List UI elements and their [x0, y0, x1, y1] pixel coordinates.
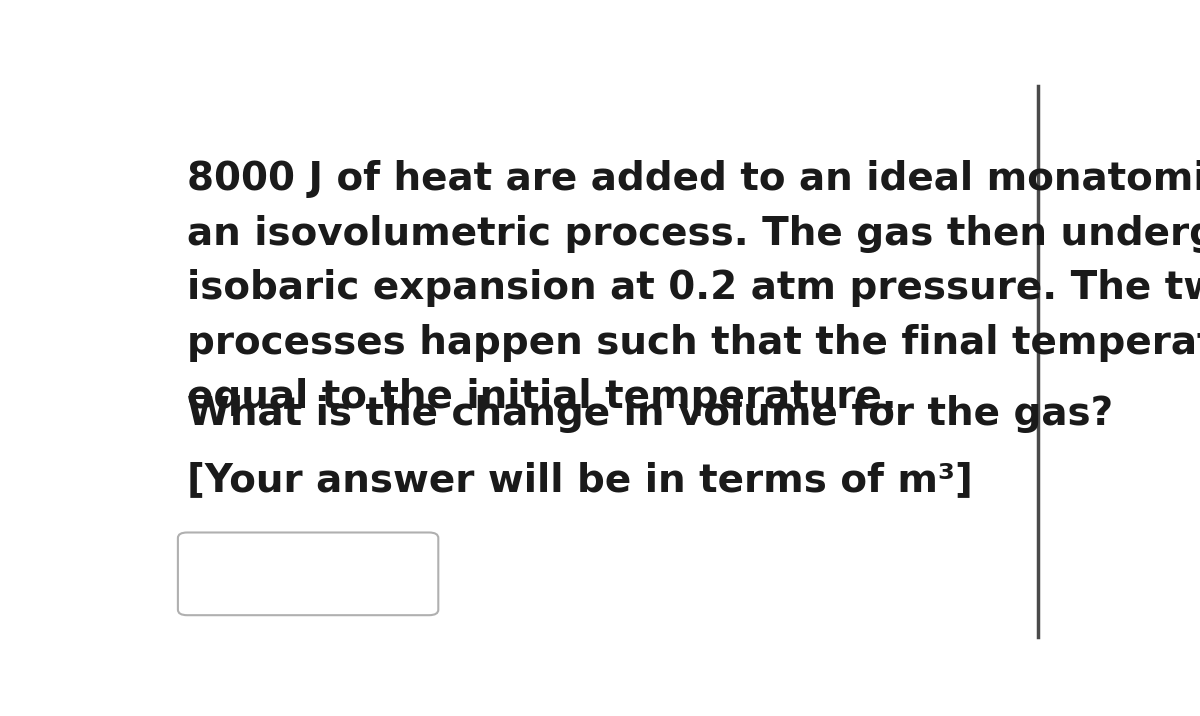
Text: [Your answer will be in terms of m³]: [Your answer will be in terms of m³]	[187, 461, 973, 499]
Text: What is the change in volume for the gas?: What is the change in volume for the gas…	[187, 395, 1114, 432]
Text: 8000 J of heat are added to an ideal monatomic gas in
an isovolumetric process. : 8000 J of heat are added to an ideal mon…	[187, 160, 1200, 416]
FancyBboxPatch shape	[178, 533, 438, 615]
